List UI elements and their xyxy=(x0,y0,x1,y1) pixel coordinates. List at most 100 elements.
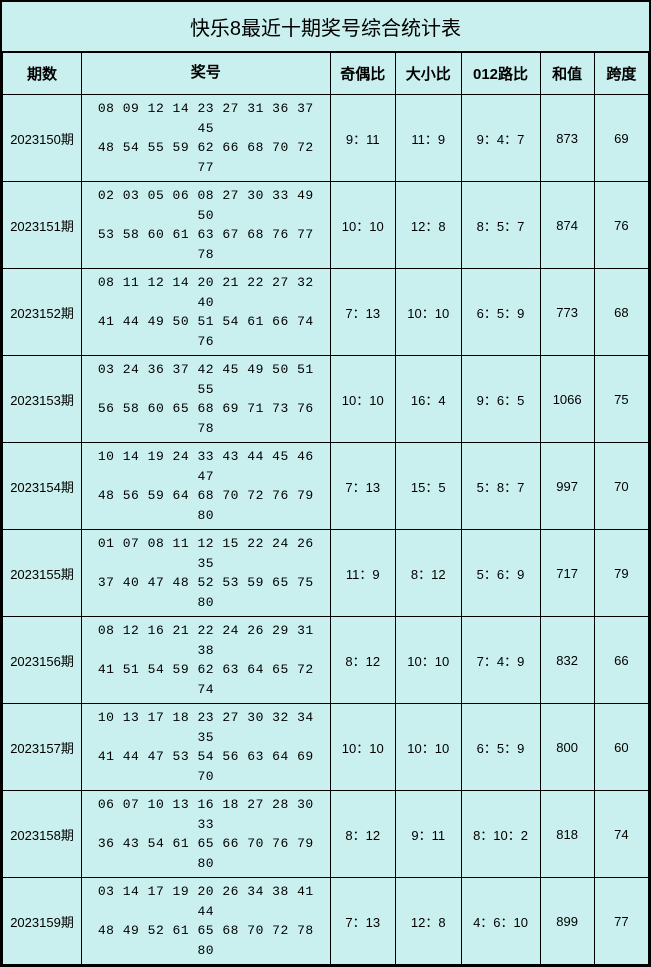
cell-span: 66 xyxy=(594,617,648,704)
cell-odd-even: 7：13 xyxy=(330,269,396,356)
numbers-line1: 03 14 17 19 20 26 34 38 41 44 xyxy=(88,882,323,921)
cell-big-small: 9：11 xyxy=(396,791,462,878)
cell-route012: 8：5：7 xyxy=(461,182,540,269)
cell-route012: 9：6：5 xyxy=(461,356,540,443)
table-row: 2023159期03 14 17 19 20 26 34 38 41 4448 … xyxy=(3,878,649,965)
cell-big-small: 8：12 xyxy=(396,530,462,617)
numbers-line2: 41 44 47 53 54 56 63 64 69 70 xyxy=(88,747,323,786)
header-odd-even: 奇偶比 xyxy=(330,53,396,95)
cell-odd-even: 10：10 xyxy=(330,182,396,269)
table-row: 2023151期02 03 05 06 08 27 30 33 49 5053 … xyxy=(3,182,649,269)
cell-span: 68 xyxy=(594,269,648,356)
header-period: 期数 xyxy=(3,53,82,95)
cell-period: 2023150期 xyxy=(3,95,82,182)
cell-route012: 8：10：2 xyxy=(461,791,540,878)
cell-route012: 6：5：9 xyxy=(461,704,540,791)
cell-big-small: 16：4 xyxy=(396,356,462,443)
cell-odd-even: 7：13 xyxy=(330,878,396,965)
stats-table: 期数 奖号 奇偶比 大小比 012路比 和值 跨度 2023150期08 09 … xyxy=(2,52,649,965)
cell-sum: 899 xyxy=(540,878,594,965)
cell-numbers: 10 14 19 24 33 43 44 45 46 4748 56 59 64… xyxy=(82,443,330,530)
table-row: 2023154期10 14 19 24 33 43 44 45 46 4748 … xyxy=(3,443,649,530)
cell-route012: 5：6：9 xyxy=(461,530,540,617)
cell-numbers: 06 07 10 13 16 18 27 28 30 3336 43 54 61… xyxy=(82,791,330,878)
numbers-line1: 08 09 12 14 23 27 31 36 37 45 xyxy=(88,99,323,138)
table-row: 2023157期10 13 17 18 23 27 30 32 34 3541 … xyxy=(3,704,649,791)
cell-span: 70 xyxy=(594,443,648,530)
cell-span: 60 xyxy=(594,704,648,791)
cell-period: 2023156期 xyxy=(3,617,82,704)
cell-period: 2023154期 xyxy=(3,443,82,530)
cell-odd-even: 7：13 xyxy=(330,443,396,530)
table-wrapper: 快乐8最近十期奖号综合统计表 期数 奖号 奇偶比 大小比 012路比 和值 跨度… xyxy=(0,0,651,967)
cell-period: 2023153期 xyxy=(3,356,82,443)
numbers-line1: 06 07 10 13 16 18 27 28 30 33 xyxy=(88,795,323,834)
cell-odd-even: 9：11 xyxy=(330,95,396,182)
cell-period: 2023159期 xyxy=(3,878,82,965)
cell-span: 75 xyxy=(594,356,648,443)
numbers-line2: 48 56 59 64 68 70 72 76 79 80 xyxy=(88,486,323,525)
cell-numbers: 03 24 36 37 42 45 49 50 51 5556 58 60 65… xyxy=(82,356,330,443)
header-numbers: 奖号 xyxy=(82,53,330,95)
numbers-line2: 41 51 54 59 62 63 64 65 72 74 xyxy=(88,660,323,699)
numbers-line1: 03 24 36 37 42 45 49 50 51 55 xyxy=(88,360,323,399)
cell-route012: 6：5：9 xyxy=(461,269,540,356)
cell-numbers: 08 11 12 14 20 21 22 27 32 4041 44 49 50… xyxy=(82,269,330,356)
numbers-line1: 08 11 12 14 20 21 22 27 32 40 xyxy=(88,273,323,312)
header-sum: 和值 xyxy=(540,53,594,95)
table-row: 2023153期03 24 36 37 42 45 49 50 51 5556 … xyxy=(3,356,649,443)
cell-sum: 874 xyxy=(540,182,594,269)
cell-route012: 9：4：7 xyxy=(461,95,540,182)
cell-odd-even: 10：10 xyxy=(330,704,396,791)
numbers-line2: 48 49 52 61 65 68 70 72 78 80 xyxy=(88,921,323,960)
numbers-line1: 10 13 17 18 23 27 30 32 34 35 xyxy=(88,708,323,747)
cell-sum: 1066 xyxy=(540,356,594,443)
header-row: 期数 奖号 奇偶比 大小比 012路比 和值 跨度 xyxy=(3,53,649,95)
cell-span: 76 xyxy=(594,182,648,269)
cell-sum: 800 xyxy=(540,704,594,791)
cell-period: 2023158期 xyxy=(3,791,82,878)
cell-odd-even: 10：10 xyxy=(330,356,396,443)
table-row: 2023156期08 12 16 21 22 24 26 29 31 3841 … xyxy=(3,617,649,704)
header-big-small: 大小比 xyxy=(396,53,462,95)
cell-big-small: 10：10 xyxy=(396,704,462,791)
cell-numbers: 10 13 17 18 23 27 30 32 34 3541 44 47 53… xyxy=(82,704,330,791)
cell-sum: 818 xyxy=(540,791,594,878)
cell-big-small: 12：8 xyxy=(396,878,462,965)
cell-sum: 997 xyxy=(540,443,594,530)
header-span: 跨度 xyxy=(594,53,648,95)
cell-period: 2023152期 xyxy=(3,269,82,356)
cell-sum: 873 xyxy=(540,95,594,182)
numbers-line1: 01 07 08 11 12 15 22 24 26 35 xyxy=(88,534,323,573)
cell-numbers: 02 03 05 06 08 27 30 33 49 5053 58 60 61… xyxy=(82,182,330,269)
numbers-line1: 02 03 05 06 08 27 30 33 49 50 xyxy=(88,186,323,225)
cell-period: 2023157期 xyxy=(3,704,82,791)
numbers-line2: 41 44 49 50 51 54 61 66 74 76 xyxy=(88,312,323,351)
cell-big-small: 10：10 xyxy=(396,269,462,356)
cell-numbers: 08 12 16 21 22 24 26 29 31 3841 51 54 59… xyxy=(82,617,330,704)
cell-sum: 832 xyxy=(540,617,594,704)
numbers-line2: 53 58 60 61 63 67 68 76 77 78 xyxy=(88,225,323,264)
cell-span: 79 xyxy=(594,530,648,617)
numbers-line2: 36 43 54 61 65 66 70 76 79 80 xyxy=(88,834,323,873)
cell-sum: 717 xyxy=(540,530,594,617)
table-row: 2023150期08 09 12 14 23 27 31 36 37 4548 … xyxy=(3,95,649,182)
table-title: 快乐8最近十期奖号综合统计表 xyxy=(2,2,649,52)
cell-big-small: 15：5 xyxy=(396,443,462,530)
table-row: 2023155期01 07 08 11 12 15 22 24 26 3537 … xyxy=(3,530,649,617)
table-row: 2023152期08 11 12 14 20 21 22 27 32 4041 … xyxy=(3,269,649,356)
cell-odd-even: 11：9 xyxy=(330,530,396,617)
cell-route012: 7：4：9 xyxy=(461,617,540,704)
numbers-line1: 08 12 16 21 22 24 26 29 31 38 xyxy=(88,621,323,660)
cell-numbers: 08 09 12 14 23 27 31 36 37 4548 54 55 59… xyxy=(82,95,330,182)
table-row: 2023158期06 07 10 13 16 18 27 28 30 3336 … xyxy=(3,791,649,878)
cell-span: 77 xyxy=(594,878,648,965)
cell-route012: 4：6：10 xyxy=(461,878,540,965)
numbers-line1: 10 14 19 24 33 43 44 45 46 47 xyxy=(88,447,323,486)
cell-period: 2023151期 xyxy=(3,182,82,269)
numbers-line2: 48 54 55 59 62 66 68 70 72 77 xyxy=(88,138,323,177)
cell-span: 74 xyxy=(594,791,648,878)
cell-odd-even: 8：12 xyxy=(330,791,396,878)
cell-span: 69 xyxy=(594,95,648,182)
numbers-line2: 56 58 60 65 68 69 71 73 76 78 xyxy=(88,399,323,438)
